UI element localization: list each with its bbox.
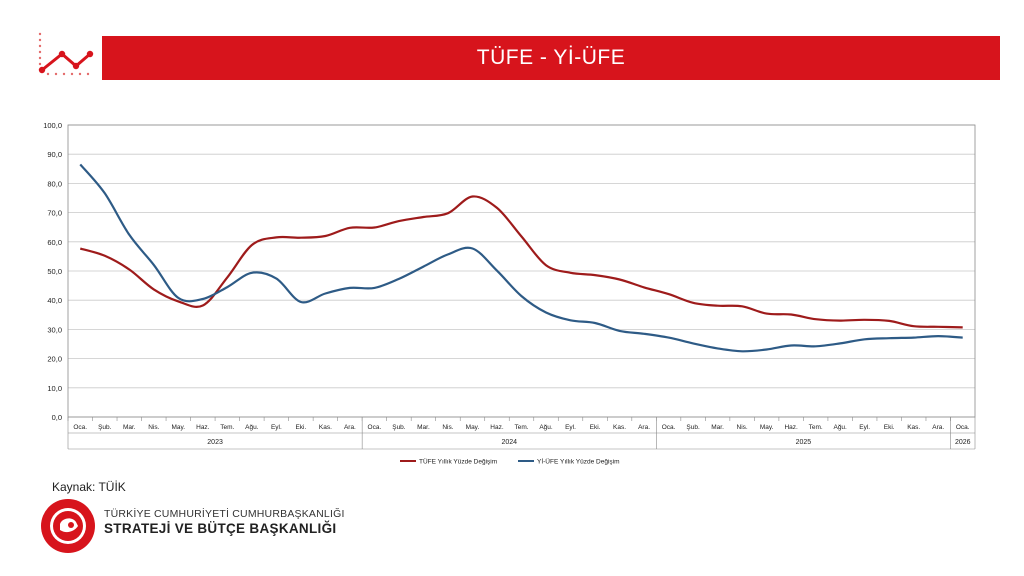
x-tick-label: Ara. [638,424,650,431]
x-tick-label: Ara. [344,424,356,431]
legend-label: Yİ-ÜFE Yıllık Yüzde Değişim [537,457,619,466]
sbb-seal-logo [41,499,95,553]
y-tick-label: 40,0 [47,296,62,305]
x-tick-label: Eki. [295,424,306,431]
plot-frame [67,124,976,418]
x-tick-label: Ağu. [245,424,259,431]
y-tick-label: 90,0 [47,150,62,159]
y-tick-label: 60,0 [47,238,62,247]
x-tick-label: Haz. [490,424,504,431]
x-tick-label: Mar. [711,424,724,431]
x-tick-label: Eki. [884,424,895,431]
x-tick-label: Mar. [417,424,430,431]
year-label: 2026 [955,439,971,446]
x-tick-label: Şub. [686,424,700,431]
year-label: 2025 [796,439,812,446]
page-title: TÜFE - Yİ-ÜFE [102,36,1000,80]
y-tick-label: 70,0 [47,209,62,218]
x-tick-label: Haz. [784,424,798,431]
x-tick-label: Eyl. [859,424,870,431]
x-tick-label: May. [466,424,480,431]
y-tick-label: 100,0 [43,121,62,130]
x-tick-label: May. [172,424,186,431]
x-tick-label: Mar. [123,424,136,431]
y-tick-label: 20,0 [47,355,62,364]
org-name-line1: TÜRKİYE CUMHURİYETİ CUMHURBAŞKANLIĞI [104,508,345,520]
y-tick-label: 30,0 [47,325,62,334]
y-tick-label: 10,0 [47,384,62,393]
x-tick-label: Oca. [956,424,970,431]
x-tick-label: Tem. [809,424,823,431]
series-line-tufe [79,195,963,329]
x-tick-label: Oca. [662,424,676,431]
x-tick-label: Tem. [514,424,528,431]
org-name-line2: STRATEJİ VE BÜTÇE BAŞKANLIĞI [104,521,337,536]
x-tick-label: Eki. [590,424,601,431]
x-tick-label: Eyl. [565,424,576,431]
y-tick-label: 0,0 [52,413,62,422]
x-tick-label: Oca. [73,424,87,431]
x-tick-label: Şub. [392,424,406,431]
x-tick-label: Ağu. [833,424,847,431]
x-tick-label: Haz. [196,424,210,431]
source-label: Kaynak: TÜİK [52,480,126,494]
x-tick-label: Ağu. [539,424,553,431]
x-tick-label: Eyl. [271,424,282,431]
trend-line-icon [38,32,94,76]
x-tick-label: Şub. [98,424,112,431]
y-tick-label: 80,0 [47,179,62,188]
x-tick-label: Nis. [442,424,453,431]
x-tick-label: May. [760,424,774,431]
x-tick-label: Oca. [368,424,382,431]
x-tick-label: Nis. [148,424,159,431]
legend-label: TÜFE Yıllık Yüzde Değişim [419,458,497,466]
x-tick-label: Kas. [613,424,626,431]
year-label: 2024 [501,439,517,446]
x-tick-label: Tem. [220,424,234,431]
x-tick-label: Ara. [932,424,944,431]
x-tick-label: Nis. [737,424,748,431]
x-tick-label: Kas. [319,424,332,431]
year-label: 2023 [207,439,223,446]
series-line-yi-ufe [79,163,963,353]
x-tick-label: Kas. [907,424,920,431]
y-tick-label: 50,0 [47,267,62,276]
